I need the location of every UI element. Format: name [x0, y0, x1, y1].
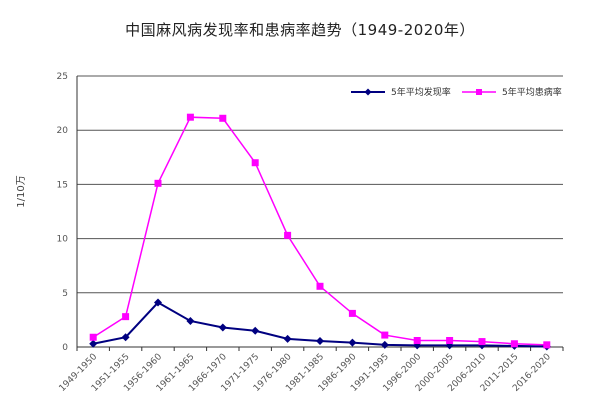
data-point-diamond: [380, 340, 389, 349]
data-point-diamond: [186, 316, 195, 325]
chart-title: 中国麻风病发现率和患病率趋势（1949-2020年）: [125, 21, 475, 39]
data-point-square: [251, 159, 259, 167]
data-point-square: [348, 309, 356, 317]
y-tick-label: 10: [57, 235, 69, 245]
data-point-diamond: [89, 339, 98, 348]
data-point-square: [413, 336, 421, 344]
y-axis-label: 1/10万: [16, 175, 27, 207]
data-point-square: [122, 313, 130, 321]
data-point-square: [478, 338, 486, 346]
y-tick-label: 0: [62, 343, 68, 353]
legend-marker-square-icon: [476, 89, 482, 95]
data-point-diamond: [154, 298, 162, 307]
data-point-diamond: [283, 334, 292, 343]
data-point-diamond: [251, 326, 260, 335]
data-point-diamond: [121, 333, 130, 342]
series-prevalence: [89, 113, 551, 349]
data-point-square: [154, 179, 162, 187]
data-point-square: [284, 231, 292, 239]
y-tick-label: 5: [62, 289, 68, 299]
legend-label: 5年平均发现率: [391, 86, 451, 98]
legend: 5年平均发现率 5年平均患病率: [351, 86, 562, 98]
y-tick-label: 25: [57, 72, 68, 82]
legend-label: 5年平均患病率: [502, 86, 562, 98]
data-point-diamond: [218, 323, 227, 332]
data-point-square: [446, 336, 454, 344]
y-tick-label: 20: [57, 126, 69, 136]
data-point-diamond: [348, 338, 357, 347]
data-point-square: [219, 114, 227, 122]
data-point-square: [510, 340, 518, 348]
data-point-square: [543, 341, 551, 349]
data-point-diamond: [316, 337, 324, 346]
data-point-square: [186, 113, 194, 121]
legend-marker-diamond-icon: [364, 88, 372, 96]
y-tick-label: 15: [57, 180, 68, 190]
data-point-square: [316, 282, 324, 290]
data-point-square: [381, 331, 389, 339]
data-point-square: [89, 333, 97, 341]
